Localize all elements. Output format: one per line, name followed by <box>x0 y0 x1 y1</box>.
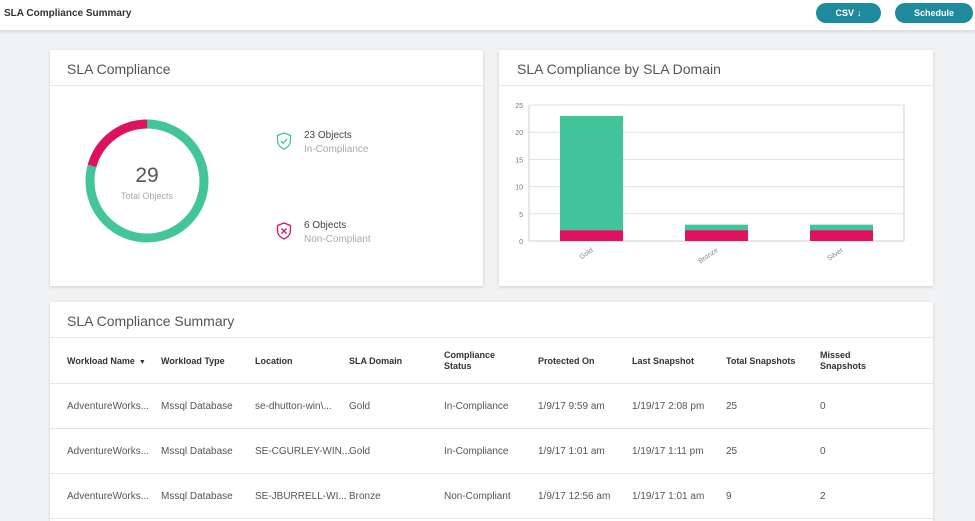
table-row[interactable]: AdventureWorks... Mssql Database SE-CGUR… <box>50 429 933 474</box>
cell-workload-type: Mssql Database <box>161 491 233 502</box>
donut-center: 29 Total Objects <box>84 118 210 244</box>
cell-workload-type: Mssql Database <box>161 401 233 412</box>
shield-check-icon <box>276 132 292 150</box>
compliance-donut-chart <box>85 119 209 243</box>
non-compliant-label: Non-Compliant <box>304 234 371 245</box>
cell-total-snapshots: 25 <box>726 401 738 412</box>
col-sla-domain[interactable]: SLA Domain <box>349 356 403 366</box>
total-objects-count: 29 <box>135 163 159 187</box>
cell-location: se-dhutton-win\... <box>255 401 332 412</box>
col-last-snapshot[interactable]: Last Snapshot <box>632 356 695 366</box>
card-divider <box>50 337 933 338</box>
sla-summary-table-card: SLA Compliance Summary Workload Name ▼ Wo… <box>50 302 933 521</box>
total-objects-label: Total Objects <box>120 190 174 201</box>
col-compliance-status[interactable]: Compliance Status <box>444 350 496 371</box>
top-bar: SLA Compliance Summary CSV ↓ Schedule <box>0 0 975 31</box>
cell-workload-name: AdventureWorks... <box>67 491 150 502</box>
y-tick-label: 5 <box>519 212 523 219</box>
cell-protected-on: 1/9/17 9:59 am <box>538 401 605 412</box>
in-compliance-count: 23 Objects <box>304 130 352 141</box>
csv-download-button[interactable]: CSV ↓ <box>816 3 881 23</box>
y-tick-label: 10 <box>515 185 523 192</box>
cell-missed-snapshots: 2 <box>820 491 826 502</box>
x-tick-label: Gold <box>579 247 595 261</box>
x-tick-label: Silver <box>826 247 845 263</box>
cell-compliance-status: In-Compliance <box>444 446 509 457</box>
page-title: SLA Compliance Summary <box>4 8 132 19</box>
cell-workload-type: Mssql Database <box>161 446 233 457</box>
cell-last-snapshot: 1/19/17 1:11 pm <box>632 446 704 457</box>
bar-gold-segment-1 <box>560 115 623 231</box>
in-compliance-label: In-Compliance <box>304 144 369 155</box>
y-tick-label: 15 <box>515 157 523 164</box>
cell-total-snapshots: 25 <box>726 446 738 457</box>
sla-compliance-card: SLA Compliance 29 Total Objects 23 Objec… <box>50 50 483 286</box>
sort-desc-icon: ▼ <box>138 359 146 366</box>
cell-location: SE-JBURRELL-WI... <box>255 491 347 502</box>
bar-silver-segment-0 <box>810 230 873 241</box>
card-divider <box>50 85 483 86</box>
bar-silver-segment-1 <box>810 224 873 231</box>
sla-domain-chart-card: SLA Compliance by SLA Domain 0 5 10 15 20 25 G… <box>499 50 933 286</box>
x-tick-label: Bronze <box>697 247 719 266</box>
download-arrow-icon: ↓ <box>857 8 862 18</box>
cell-compliance-status: Non-Compliant <box>444 491 511 502</box>
csv-label: CSV <box>835 8 854 18</box>
cell-location: SE-CGURLEY-WIN... <box>255 446 351 457</box>
bar-gold-segment-0 <box>560 230 623 241</box>
bar-bronze-segment-0 <box>685 230 748 241</box>
table-header: Workload Name ▼ Workload Type Location SL… <box>50 338 933 384</box>
sla-domain-chart-title: SLA Compliance by SLA Domain <box>517 61 721 77</box>
cell-sla-domain: Gold <box>349 446 371 457</box>
cell-protected-on: 1/9/17 12:56 am <box>538 491 611 502</box>
schedule-button[interactable]: Schedule <box>895 3 973 23</box>
table-row[interactable]: AdventureWorks... Mssql Database se-dhut… <box>50 384 933 429</box>
cell-sla-domain: Bronze <box>349 491 381 502</box>
y-tick-label: 0 <box>519 239 523 246</box>
y-tick-label: 25 <box>515 103 523 110</box>
cell-workload-name: AdventureWorks... <box>67 401 150 412</box>
shield-x-icon <box>276 222 292 240</box>
cell-missed-snapshots: 0 <box>820 401 826 412</box>
col-protected-on[interactable]: Protected On <box>538 356 595 366</box>
table-row[interactable]: AdventureWorks... Mssql Database SE-JBUR… <box>50 474 933 519</box>
card-divider <box>499 85 933 86</box>
col-workload-name[interactable]: Workload Name ▼ <box>67 356 146 366</box>
cell-workload-name: AdventureWorks... <box>67 446 150 457</box>
cell-missed-snapshots: 0 <box>820 446 826 457</box>
col-location[interactable]: Location <box>255 356 293 366</box>
cell-total-snapshots: 9 <box>726 491 732 502</box>
col-workload-type[interactable]: Workload Type <box>161 356 225 366</box>
bar-bronze-segment-1 <box>685 224 748 231</box>
cell-last-snapshot: 1/19/17 2:08 pm <box>632 401 705 412</box>
y-tick-label: 20 <box>515 130 523 137</box>
donut-noncompliant-arc <box>85 119 209 243</box>
sla-compliance-title: SLA Compliance <box>67 61 171 77</box>
summary-table-title: SLA Compliance Summary <box>67 313 235 329</box>
cell-protected-on: 1/9/17 1:01 am <box>538 446 605 457</box>
col-missed-snapshots[interactable]: Missed Snapshots <box>820 350 867 371</box>
cell-sla-domain: Gold <box>349 401 371 412</box>
col-total-snapshots[interactable]: Total Snapshots <box>726 356 796 366</box>
cell-last-snapshot: 1/19/17 1:01 am <box>632 491 705 502</box>
non-compliant-count: 6 Objects <box>304 220 347 231</box>
cell-compliance-status: In-Compliance <box>444 401 509 412</box>
sla-domain-bar-chart: 0 5 10 15 20 25 Gold Bronze Silver <box>515 103 905 266</box>
